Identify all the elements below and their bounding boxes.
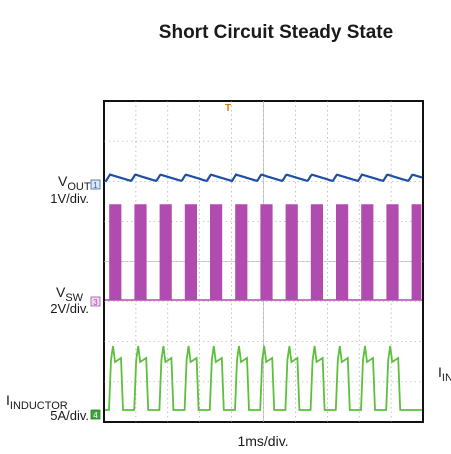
label-main: V [56,284,66,300]
label-main: I [438,364,442,380]
side-label: IIN [438,364,451,384]
label-main: I [6,392,10,408]
trigger-marker: T [225,103,231,114]
channel-label: IINDUCTOR [6,392,68,412]
channel-marker-box [90,179,101,190]
channel-scale: 2V/div. [50,301,89,316]
traces [104,173,423,411]
scope-screen [103,100,424,423]
time-scale: 1ms/div. [237,433,288,449]
channel-marker-box [90,296,101,307]
label-main: V [58,173,68,189]
vsw-trace [105,204,422,301]
label-sub: OUT [67,181,91,193]
channel-marker: 4 [93,411,98,420]
channel-scale: 5A/div. [50,408,89,423]
channel-label: VOUT [58,173,91,193]
title: Short Circuit Steady State [159,22,393,43]
channel-marker: 1 [93,181,98,190]
label-sub: SW [65,292,83,304]
label-sub: INDUCTOR [10,400,68,412]
vout-trace [104,173,423,183]
channel-marker: 3 [93,298,98,307]
iinductor-trace [105,345,422,411]
channel-label: VSW [56,284,84,304]
channel-scale: 1V/div. [50,191,89,206]
label-sub: IN [442,372,451,384]
channel-marker-box [90,409,101,420]
